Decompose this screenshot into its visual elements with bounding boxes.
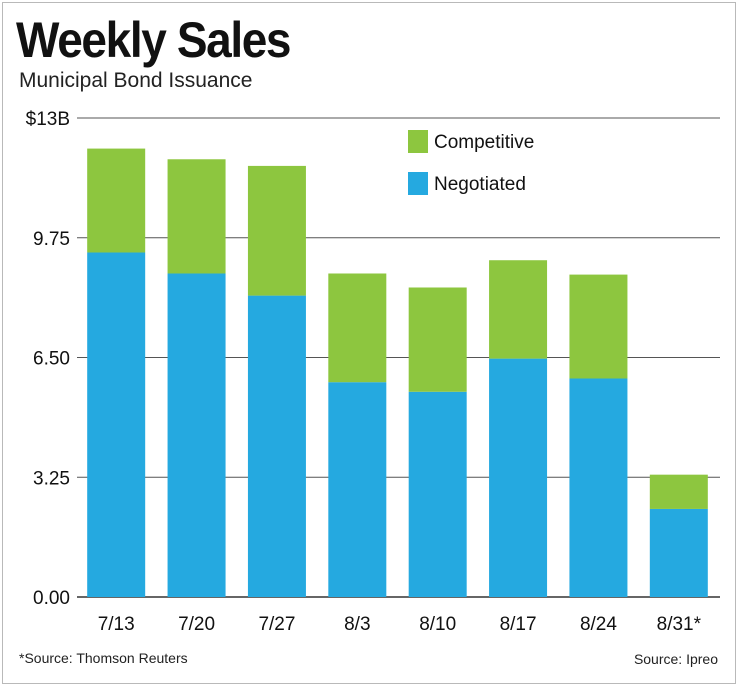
x-tick-label: 7/27 bbox=[258, 614, 295, 635]
x-tick-label: 7/13 bbox=[98, 614, 135, 635]
chart-subtitle: Municipal Bond Issuance bbox=[19, 69, 253, 92]
bar-negotiated bbox=[328, 382, 387, 597]
y-axis-tick-labels: 0.00 3.25 6.50 9.75 $13B bbox=[26, 109, 70, 609]
y-tick-label: 3.25 bbox=[33, 468, 70, 489]
legend-swatch bbox=[408, 172, 428, 195]
source-note-right: Source: Ipreo bbox=[633, 651, 718, 667]
bar-negotiated bbox=[489, 358, 548, 597]
y-tick-label: 0.00 bbox=[33, 588, 70, 609]
bar-negotiated bbox=[569, 378, 628, 597]
chart-title: Weekly Sales bbox=[16, 12, 292, 68]
bar-negotiated bbox=[167, 273, 226, 597]
x-axis-tick-labels: 7/13 7/20 7/27 8/3 8/10 8/17 8/24 8/31* bbox=[98, 614, 702, 635]
legend: Competitive Negotiated bbox=[408, 130, 534, 195]
legend-label: Negotiated bbox=[434, 174, 526, 195]
bar-negotiated bbox=[247, 295, 306, 597]
bar-negotiated bbox=[87, 252, 146, 597]
bar-negotiated bbox=[649, 508, 708, 597]
bar-competitive bbox=[247, 165, 306, 296]
x-tick-label: 8/3 bbox=[344, 614, 370, 635]
bar-negotiated bbox=[408, 391, 467, 597]
legend-label: Competitive bbox=[434, 132, 534, 153]
source-note-left: *Source: Thomson Reuters bbox=[19, 650, 188, 666]
y-tick-label: $13B bbox=[26, 109, 70, 130]
bar-competitive bbox=[87, 148, 146, 253]
x-tick-label: 8/10 bbox=[419, 614, 456, 635]
bar-competitive bbox=[489, 260, 548, 359]
bars bbox=[87, 148, 708, 597]
x-tick-label: 8/31* bbox=[657, 614, 702, 635]
bar-competitive bbox=[649, 474, 708, 509]
bar-competitive bbox=[569, 274, 628, 379]
y-tick-label: 6.50 bbox=[33, 349, 70, 370]
y-tick-label: 9.75 bbox=[33, 229, 70, 250]
x-tick-label: 8/17 bbox=[500, 614, 537, 635]
legend-swatch bbox=[408, 130, 428, 153]
x-tick-label: 8/24 bbox=[580, 614, 617, 635]
bar-competitive bbox=[328, 273, 387, 383]
bar-competitive bbox=[408, 287, 467, 392]
bar-competitive bbox=[167, 159, 226, 274]
x-tick-label: 7/20 bbox=[178, 614, 215, 635]
